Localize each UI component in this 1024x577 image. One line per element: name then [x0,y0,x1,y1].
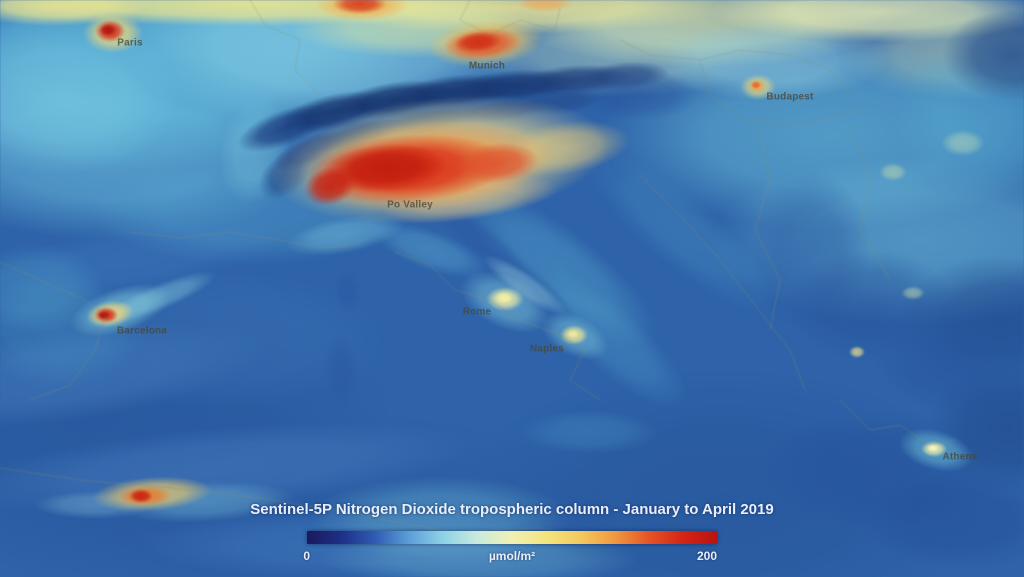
city-label-paris: Paris [117,37,143,49]
colorbar-min-label: 0 [303,549,311,563]
city-label-barcelona: Barcelona [116,325,168,337]
map-title: Sentinel-5P Nitrogen Dioxide tropospheri… [250,501,774,518]
city-label-naples: Naples [530,343,564,355]
city-label-rome: Rome [462,306,492,318]
city-label-budapest: Budapest [766,91,814,103]
city-label-athens: Athens [942,451,978,463]
colorbar-units-label: µmol/m² [488,549,536,563]
colorbar-gradient [307,531,717,544]
city-label-munich: Munich [468,60,506,72]
colorbar-max-label: 200 [696,549,717,563]
city-label-po-valley: Po Valley [387,199,433,211]
colorbar-labels: 0 µmol/m² 200 [303,549,717,565]
colorbar: 0 µmol/m² 200 [303,531,717,565]
